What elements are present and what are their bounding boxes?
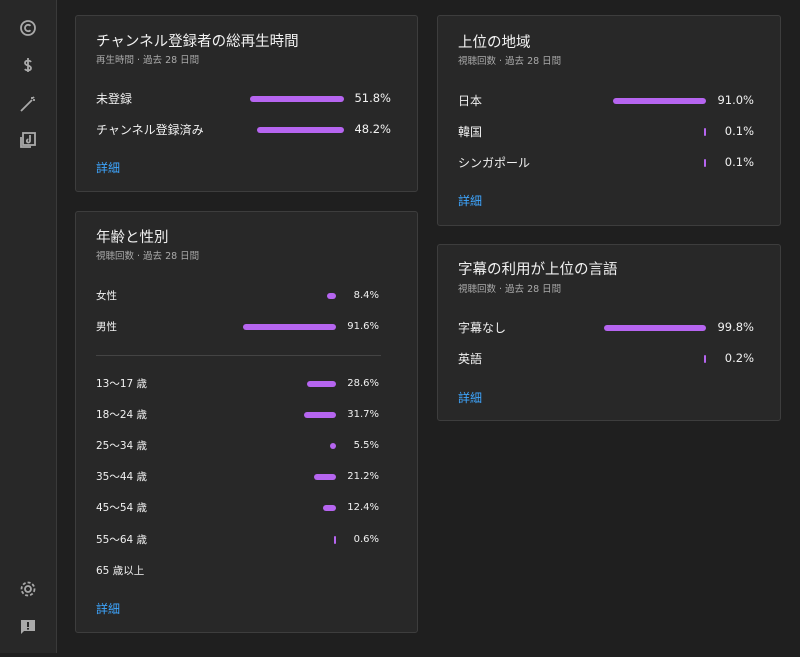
card-subtitle: 視聴回数 · 過去 28 日間: [458, 56, 562, 67]
row-value: 99.8%: [717, 320, 754, 334]
bar: [256, 127, 344, 133]
row-value: 0.6%: [353, 533, 379, 545]
row-value: 91.0%: [717, 93, 754, 107]
card-subtitle: 再生時間 · 過去 28 日間: [96, 55, 200, 66]
settings-icon[interactable]: [20, 581, 36, 597]
card-title: 字幕の利用が上位の言語: [458, 262, 618, 278]
bar: [314, 474, 336, 480]
row-label: 字幕なし: [458, 321, 507, 335]
bar: [250, 96, 344, 102]
row-value: 21.2%: [347, 470, 379, 482]
bar: [604, 325, 706, 331]
details-link[interactable]: 詳細: [96, 161, 121, 175]
bar: [704, 355, 706, 363]
row-label: 25〜34 歳: [96, 439, 148, 452]
bar: [323, 505, 336, 511]
row-label: 35〜44 歳: [96, 470, 148, 483]
card-title: 上位の地域: [458, 35, 531, 51]
bar: [704, 159, 706, 167]
row-label: 未登録: [96, 92, 133, 106]
row-value: 51.8%: [354, 91, 391, 105]
row-label: シンガポール: [458, 156, 531, 170]
row-label: 13〜17 歳: [96, 377, 148, 390]
card-title: 年齢と性別: [96, 230, 169, 246]
bar: [306, 381, 336, 387]
card: チャンネル登録者の総再生時間再生時間 · 過去 28 日間 未登録 51.8% チャン…: [75, 15, 418, 192]
row-value: 0.1%: [724, 155, 754, 169]
card: 上位の地域視聴回数 · 過去 28 日間 日本 91.0% 韓国 0.1% シンガポール 0…: [437, 15, 781, 226]
customization-icon[interactable]: [20, 96, 35, 112]
row-value: 5.5%: [353, 439, 379, 451]
divider: [96, 355, 381, 356]
card-subtitle: 視聴回数 · 過去 28 日間: [96, 251, 200, 262]
row-label: 女性: [96, 289, 117, 302]
card: 年齢と性別視聴回数 · 過去 28 日間 女性 8.4% 男性 91.6% 13〜17 歳…: [75, 211, 418, 633]
row-label: チャンネル登録済み: [96, 123, 204, 137]
bar: [242, 324, 336, 330]
row-value: 28.6%: [347, 377, 379, 389]
card: 字幕の利用が上位の言語視聴回数 · 過去 28 日間 字幕なし 99.8% 英語 0.2…: [437, 244, 781, 421]
row-value: 48.2%: [354, 122, 391, 136]
row-label: 日本: [458, 94, 483, 108]
row-label: 65 歳以上: [96, 564, 145, 577]
row-label: 55〜64 歳: [96, 533, 148, 546]
bar: [327, 293, 336, 299]
card-title: チャンネル登録者の総再生時間: [96, 34, 299, 50]
bar: [334, 536, 336, 544]
audio-library-icon[interactable]: [20, 132, 36, 148]
row-value: 31.7%: [347, 408, 379, 420]
feedback-icon[interactable]: [21, 620, 35, 634]
details-link[interactable]: 詳細: [458, 194, 483, 208]
copyright-icon[interactable]: [20, 20, 36, 36]
row-label: 18〜24 歳: [96, 408, 148, 421]
sidebar-icons: [20, 20, 36, 634]
row-label: 45〜54 歳: [96, 501, 148, 514]
details-link[interactable]: 詳細: [458, 391, 483, 405]
row-value: 0.1%: [724, 124, 754, 138]
row-label: 男性: [96, 320, 117, 333]
bar: [330, 443, 336, 449]
row-value: 91.6%: [347, 320, 379, 332]
bar: [303, 412, 336, 418]
row-value: 12.4%: [347, 501, 379, 513]
bar: [613, 98, 706, 104]
row-value: 0.2%: [724, 351, 754, 365]
sidebar: [0, 0, 57, 653]
row-label: 韓国: [458, 125, 483, 139]
details-link[interactable]: 詳細: [96, 602, 121, 616]
row-label: 英語: [458, 352, 483, 366]
row-value: 8.4%: [353, 289, 379, 301]
bar: [704, 128, 706, 136]
monetization-icon[interactable]: [24, 58, 32, 72]
card-subtitle: 視聴回数 · 過去 28 日間: [458, 284, 562, 295]
